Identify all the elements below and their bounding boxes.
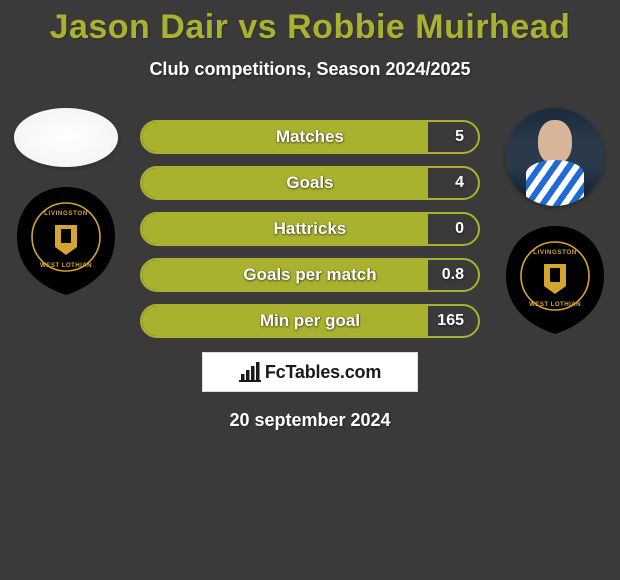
stat-row: Min per goal 165 <box>140 304 480 338</box>
stat-row: Hattricks 0 <box>140 212 480 246</box>
stat-label: Goals per match <box>243 265 376 285</box>
brand-text: FcTables.com <box>265 362 381 383</box>
bar-chart-icon <box>239 362 263 382</box>
stat-label: Hattricks <box>274 219 347 239</box>
player-right-club-badge: LIVINGSTON WEST LOTHIAN <box>504 224 606 336</box>
comparison-infographic: Jason Dair vs Robbie Muirhead Club compe… <box>0 0 620 580</box>
shield-icon: LIVINGSTON WEST LOTHIAN <box>15 185 117 297</box>
player-left-column: LIVINGSTON WEST LOTHIAN <box>8 108 123 297</box>
player-right-avatar <box>506 108 604 206</box>
page-title: Jason Dair vs Robbie Muirhead <box>0 0 620 47</box>
player-right-column: LIVINGSTON WEST LOTHIAN <box>497 108 612 336</box>
stat-value-right: 0 <box>455 220 464 238</box>
stat-value-right: 165 <box>437 312 464 330</box>
stat-label: Min per goal <box>260 311 360 331</box>
player-left-avatar <box>14 108 118 167</box>
stat-fill-left <box>142 168 428 198</box>
stat-value-right: 4 <box>455 174 464 192</box>
svg-text:WEST LOTHIAN: WEST LOTHIAN <box>529 301 581 308</box>
player-left-club-badge: LIVINGSTON WEST LOTHIAN <box>15 185 117 297</box>
stat-row: Goals per match 0.8 <box>140 258 480 292</box>
stat-row: Matches 5 <box>140 120 480 154</box>
stat-label: Goals <box>286 173 333 193</box>
brand-box: FcTables.com <box>202 352 418 392</box>
svg-text:LIVINGSTON: LIVINGSTON <box>44 210 88 217</box>
svg-text:LIVINGSTON: LIVINGSTON <box>533 249 577 256</box>
subtitle: Club competitions, Season 2024/2025 <box>0 59 620 80</box>
stats-panel: Matches 5 Goals 4 Hattricks 0 Goals per match 0… <box>140 120 480 431</box>
stat-value-right: 5 <box>455 128 464 146</box>
stat-label: Matches <box>276 127 344 147</box>
date-text: 20 september 2024 <box>140 410 480 431</box>
svg-text:WEST LOTHIAN: WEST LOTHIAN <box>40 262 92 269</box>
shield-icon: LIVINGSTON WEST LOTHIAN <box>504 224 606 336</box>
stat-value-right: 0.8 <box>442 266 464 284</box>
stat-row: Goals 4 <box>140 166 480 200</box>
